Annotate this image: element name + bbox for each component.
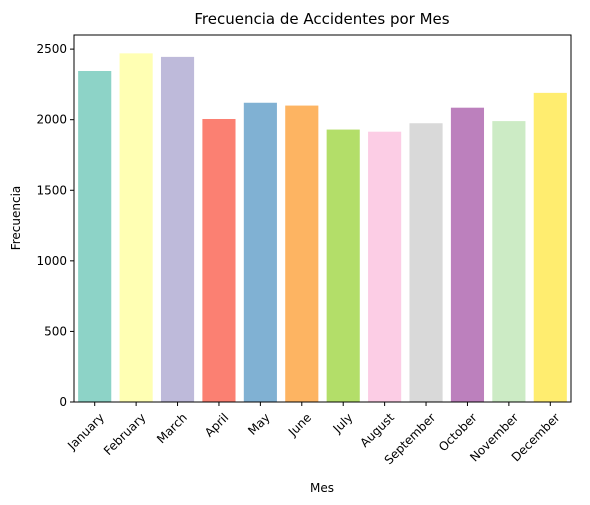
y-tick-label: 2500 <box>36 42 67 56</box>
x-tick-label: July <box>330 410 356 436</box>
y-axis: 0 500 1000 1500 2000 2500 <box>36 42 74 409</box>
x-tick-label: March <box>154 410 190 446</box>
bar-march <box>160 56 195 402</box>
x-tick-label: June <box>285 410 314 439</box>
bar-april <box>202 118 236 403</box>
bar-november <box>492 121 526 402</box>
x-tick-label: May <box>245 410 272 437</box>
y-tick-label: 1000 <box>36 254 67 268</box>
y-axis-label: Frecuencia <box>9 186 23 251</box>
x-tick-label: January <box>64 410 107 453</box>
bar-december <box>533 92 567 403</box>
y-tick-label: 2000 <box>36 113 67 127</box>
chart-title: Frecuencia de Accidentes por Mes <box>194 10 449 28</box>
plot-frame <box>73 34 572 403</box>
y-tick-label: 1500 <box>36 183 67 197</box>
x-tick-label: August <box>357 410 397 450</box>
bar-october <box>450 107 485 402</box>
bar-august <box>368 131 402 402</box>
bar-june <box>285 105 319 402</box>
y-tick-label: 500 <box>44 324 67 338</box>
bars <box>78 53 567 403</box>
x-tick-label: February <box>101 410 149 458</box>
x-tick-label: April <box>202 410 231 439</box>
bar-september <box>409 123 443 402</box>
bar-may <box>243 102 277 402</box>
y-tick-label: 0 <box>59 395 67 409</box>
x-axis-label: Mes <box>310 481 334 495</box>
bar-july <box>326 129 360 402</box>
bar-january <box>78 70 112 403</box>
bar-february <box>119 53 153 402</box>
